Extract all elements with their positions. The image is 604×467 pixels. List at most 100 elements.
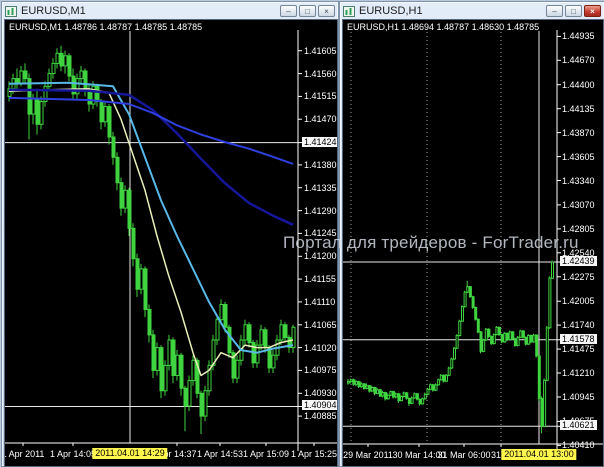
candle-body [263,329,268,349]
close-button[interactable]: × [318,5,335,17]
maximize-button[interactable]: □ [299,5,316,17]
candle-body [223,304,228,328]
candle-body [211,339,216,366]
price-tick-label: 1.43605 [562,151,595,162]
candle-body [384,392,388,400]
chart-canvas[interactable] [5,20,337,466]
chart-area-h1[interactable]: EURUSD,H1 1.48694 1.48787 1.48630 1.4878… [342,19,604,467]
candle-body [87,90,92,105]
candle-body [551,261,554,279]
candle-body [143,268,148,310]
time-axis-label: 31 Mar 06:00 [437,450,491,460]
minimize-button[interactable]: – [280,5,297,17]
candle-body [19,70,24,85]
candle-body [498,326,501,336]
candle-body [357,381,361,388]
candle-body [482,339,486,352]
candle-body [447,367,451,376]
candle-body [91,85,96,105]
candle-body [400,396,403,402]
chart-window-icon [5,5,17,17]
price-tick-label: 1.42805 [562,223,595,234]
ma-fast-yellow [8,88,294,377]
candle-body [429,384,433,390]
time-axis-label: 1 Apr 15:09 [242,449,290,459]
candle-body [376,389,380,394]
candle-body [439,374,443,381]
candle-body [195,359,200,394]
candle-body [392,391,395,398]
time-axis-label: 1 Apr 14:05 [49,449,97,459]
ohlc-info-m1: EURUSD,M1 1.48786 1.48787 1.48785 1.4878… [9,22,203,32]
candle-body [405,392,409,399]
chart-canvas[interactable] [343,20,603,466]
candle-body [455,335,459,349]
price-tick-label: 1.41335 [304,182,337,193]
price-tick-label: 1.41470 [304,114,337,125]
titlebar-left[interactable]: EURUSD,M1 – □ × [2,2,338,19]
candle-body [235,359,240,379]
candle-body [410,397,414,404]
candle-body [445,374,448,382]
candle-body [394,393,398,398]
candle-body [283,324,288,338]
candle-body [500,334,504,343]
maximize-button[interactable]: □ [565,5,582,17]
candle-body [397,393,401,402]
candle-body [167,339,172,366]
candle-body [71,75,76,95]
price-tick-label: 1.43340 [562,175,595,186]
candle-body [418,398,422,405]
price-highlight-label: 1.40904 [302,400,337,411]
titlebar-right[interactable]: EURUSD,H1 – □ × [340,2,604,19]
candle-body [131,227,136,260]
candle-body [111,136,116,158]
window-title: EURUSD,M1 [21,5,86,17]
price-tick-label: 1.40885 [304,411,337,422]
candle-body [215,319,220,341]
candle-body [67,55,72,77]
candle-body [513,338,517,347]
candle-body [187,380,192,407]
candle-body [227,326,232,354]
candle-body [453,347,456,360]
candle-body [415,393,419,400]
candle-body [75,78,80,95]
candle-body [127,189,132,229]
candle-body [511,331,515,340]
candle-body [43,85,48,103]
window-eurusd-m1: EURUSD,M1 – □ × EURUSD,M1 1.48786 1.4878… [1,1,339,467]
candle-body [540,397,544,427]
price-tick-label: 1.41290 [304,205,337,216]
candle-body [95,85,100,103]
time-highlight-label: 2011.04.01 14:29 [92,448,168,459]
price-tick-label: 1.42540 [562,247,595,258]
price-tick-label: 1.41515 [304,91,337,102]
candle-body [27,78,32,115]
candle-body [31,98,36,115]
candle-body [476,318,480,333]
candle-body [421,398,425,405]
candle-body [362,383,366,389]
candle-body [183,387,188,407]
candle-body [471,296,475,309]
candle-body [535,334,539,357]
candle-body [389,391,393,396]
candle-body [291,326,296,349]
chart-area-m1[interactable]: EURUSD,M1 1.48786 1.48787 1.48785 1.4878… [4,19,338,467]
price-highlight-label: 1.42439 [560,255,597,266]
candle-body [123,189,128,209]
candle-body [521,330,525,338]
candle-body [135,258,140,290]
minimize-button[interactable]: – [546,5,563,17]
close-button[interactable]: × [584,5,601,17]
ma-medium-cyan [8,81,294,354]
candle-body [171,339,176,376]
candle-body [468,286,472,298]
candle-body [413,393,417,399]
candle-body [490,335,494,345]
price-tick-label: 1.41155 [304,274,336,285]
candle-body [255,344,260,364]
candle-body [39,101,44,125]
candle-body [103,106,108,123]
